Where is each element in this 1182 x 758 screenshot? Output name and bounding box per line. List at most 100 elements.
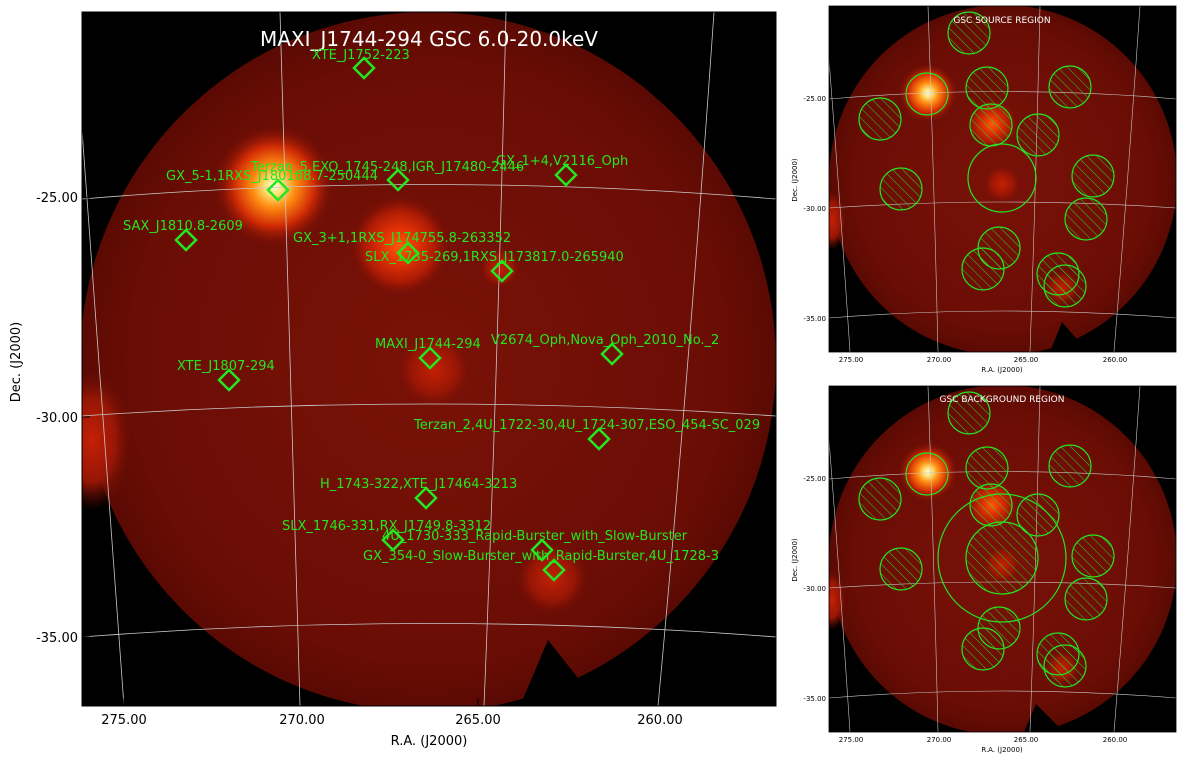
emission-blob-left-edge xyxy=(829,190,846,250)
region-circle-source-aperture xyxy=(967,143,1037,213)
source-marker xyxy=(386,168,410,192)
source-region-title: GSC SOURCE REGION xyxy=(953,16,1050,26)
region-circle xyxy=(1043,644,1087,688)
background-region-title: GSC BACKGROUND REGION xyxy=(940,395,1065,405)
region-circle xyxy=(858,477,902,521)
region-circle xyxy=(858,97,902,141)
region-circle xyxy=(1016,113,1060,157)
source-label: GX_354-0_Slow-Burster_with_Rapid-Burster… xyxy=(363,549,719,564)
source-marker xyxy=(217,368,241,392)
x-tick-label: 265.00 xyxy=(455,713,501,728)
grid-line-dec-25 xyxy=(82,184,776,200)
region-circle xyxy=(965,66,1009,110)
source-region-axes-frame xyxy=(828,5,1177,353)
main-x-axis-label: R.A. (J2000) xyxy=(391,734,468,749)
svg-text:-35.00: -35.00 xyxy=(803,695,826,703)
background-region-panel: GSC BACKGROUND REGION 275.00 270.00 265.… xyxy=(791,385,1177,754)
region-circle-target-source xyxy=(905,72,949,116)
emission-blob-left-edge xyxy=(829,570,846,630)
svg-text:270.00: 270.00 xyxy=(927,356,952,364)
background-region-x-tick-labels: 275.00 270.00 265.00 260.00 xyxy=(839,736,1128,744)
emission-blob-gx3-1 xyxy=(348,194,452,298)
emission-blob-gx5-1 xyxy=(212,124,336,248)
source-region-y-tick-labels: -25.00 -30.00 -35.00 xyxy=(803,95,826,323)
source-marker xyxy=(530,538,554,562)
background-region-y-axis-label: Dec. (J2000) xyxy=(791,538,799,582)
source-marker xyxy=(381,528,405,552)
region-circle xyxy=(1043,264,1087,308)
svg-text:275.00: 275.00 xyxy=(839,356,864,364)
main-y-tick-labels: -25.00 -30.00 -35.00 xyxy=(36,191,78,646)
source-label: SAX_J1810.8-2609 xyxy=(123,219,243,234)
source-marker xyxy=(587,427,611,451)
region-circle xyxy=(1016,493,1060,537)
region-circles xyxy=(858,11,1115,308)
svg-text:270.00: 270.00 xyxy=(927,736,952,744)
background-region-circles xyxy=(858,391,1115,688)
region-circle xyxy=(879,167,923,211)
region-circle xyxy=(1064,197,1108,241)
region-circle xyxy=(961,627,1005,671)
image-notch xyxy=(1024,704,1064,732)
grid-line-ra-270 xyxy=(279,12,301,706)
background-region-y-tick-labels: -25.00 -30.00 -35.00 xyxy=(803,475,826,703)
region-circle xyxy=(1048,65,1092,109)
background-region-x-axis-label: R.A. (J2000) xyxy=(981,746,1023,754)
region-circle-target-source xyxy=(905,452,949,496)
region-circle xyxy=(1064,577,1108,621)
main-x-tick-labels: 275.00 270.00 265.00 260.00 xyxy=(101,713,683,728)
source-label: GX_3+1,1RXS_J174755.8-263352 xyxy=(293,231,511,246)
source-marker xyxy=(266,178,290,202)
main-y-axis-label: Dec. (J2000) xyxy=(9,322,24,402)
region-circle xyxy=(965,446,1009,490)
source-marker xyxy=(554,163,578,187)
y-tick-label: -35.00 xyxy=(36,631,78,646)
svg-text:260.00: 260.00 xyxy=(1103,736,1128,744)
region-circle xyxy=(969,103,1013,147)
source-marker xyxy=(418,346,442,370)
source-label: MAXI_J1744-294 xyxy=(375,337,481,352)
region-circle xyxy=(1048,444,1092,488)
region-circle xyxy=(947,11,991,55)
region-circle xyxy=(1071,154,1115,198)
grid-line-ra-260 xyxy=(657,12,715,706)
grid-line-dec-35 xyxy=(82,623,776,638)
source-label: SLX_1746-331,RX_J1749.8-3312 xyxy=(282,519,491,534)
source-marker xyxy=(490,259,514,283)
region-circle xyxy=(969,483,1013,527)
svg-text:-25.00: -25.00 xyxy=(803,475,826,483)
source-region-panel: GSC SOURCE REGION 275.00 270.00 265.00 2… xyxy=(791,5,1177,374)
source-label: XTE_J1807-294 xyxy=(177,359,275,374)
region-circle xyxy=(879,547,923,591)
source-label: XTE_J1752-223 xyxy=(312,48,410,63)
source-markers xyxy=(174,56,624,582)
svg-text:-35.00: -35.00 xyxy=(803,315,826,323)
y-tick-label: -30.00 xyxy=(36,411,78,426)
source-label: GX_5-1,1RXS_J180108.7-250444 xyxy=(166,169,378,184)
main-axes-frame xyxy=(81,11,777,707)
svg-text:260.00: 260.00 xyxy=(1103,356,1128,364)
source-marker xyxy=(174,228,198,252)
grid-line-dec-30 xyxy=(82,403,776,417)
source-label: H_1743-322,XTE_J17464-3213 xyxy=(320,477,517,492)
x-tick-label: 270.00 xyxy=(279,713,325,728)
coordinate-grid xyxy=(82,12,776,706)
main-sky-map xyxy=(81,11,777,707)
source-label: Terzan_5,EXO_1745-248,IGR_J17480-2446 xyxy=(250,160,524,175)
region-circle xyxy=(947,391,991,435)
emission-blob-left-edge xyxy=(82,370,132,510)
x-tick-label: 275.00 xyxy=(101,713,147,728)
source-label: Terzan_2,4U_1722-30,4U_1724-307,ESO_454-… xyxy=(413,418,760,433)
source-marker xyxy=(352,56,376,80)
emission-blob-slx1735 xyxy=(478,246,522,290)
main-axis-ticks xyxy=(82,197,661,706)
emission-blob-maxi-j1744 xyxy=(982,164,1022,204)
emission-blob-maxi-j1744 xyxy=(394,330,474,410)
source-marker xyxy=(542,558,566,582)
x-tick-label: 260.00 xyxy=(637,713,683,728)
source-region-x-axis-label: R.A. (J2000) xyxy=(981,366,1023,374)
svg-text:-30.00: -30.00 xyxy=(803,205,826,213)
source-label: SLX_1735-269,1RXS_J173817.0-265940 xyxy=(365,250,624,265)
source-marker xyxy=(396,241,420,265)
svg-text:-30.00: -30.00 xyxy=(803,585,826,593)
